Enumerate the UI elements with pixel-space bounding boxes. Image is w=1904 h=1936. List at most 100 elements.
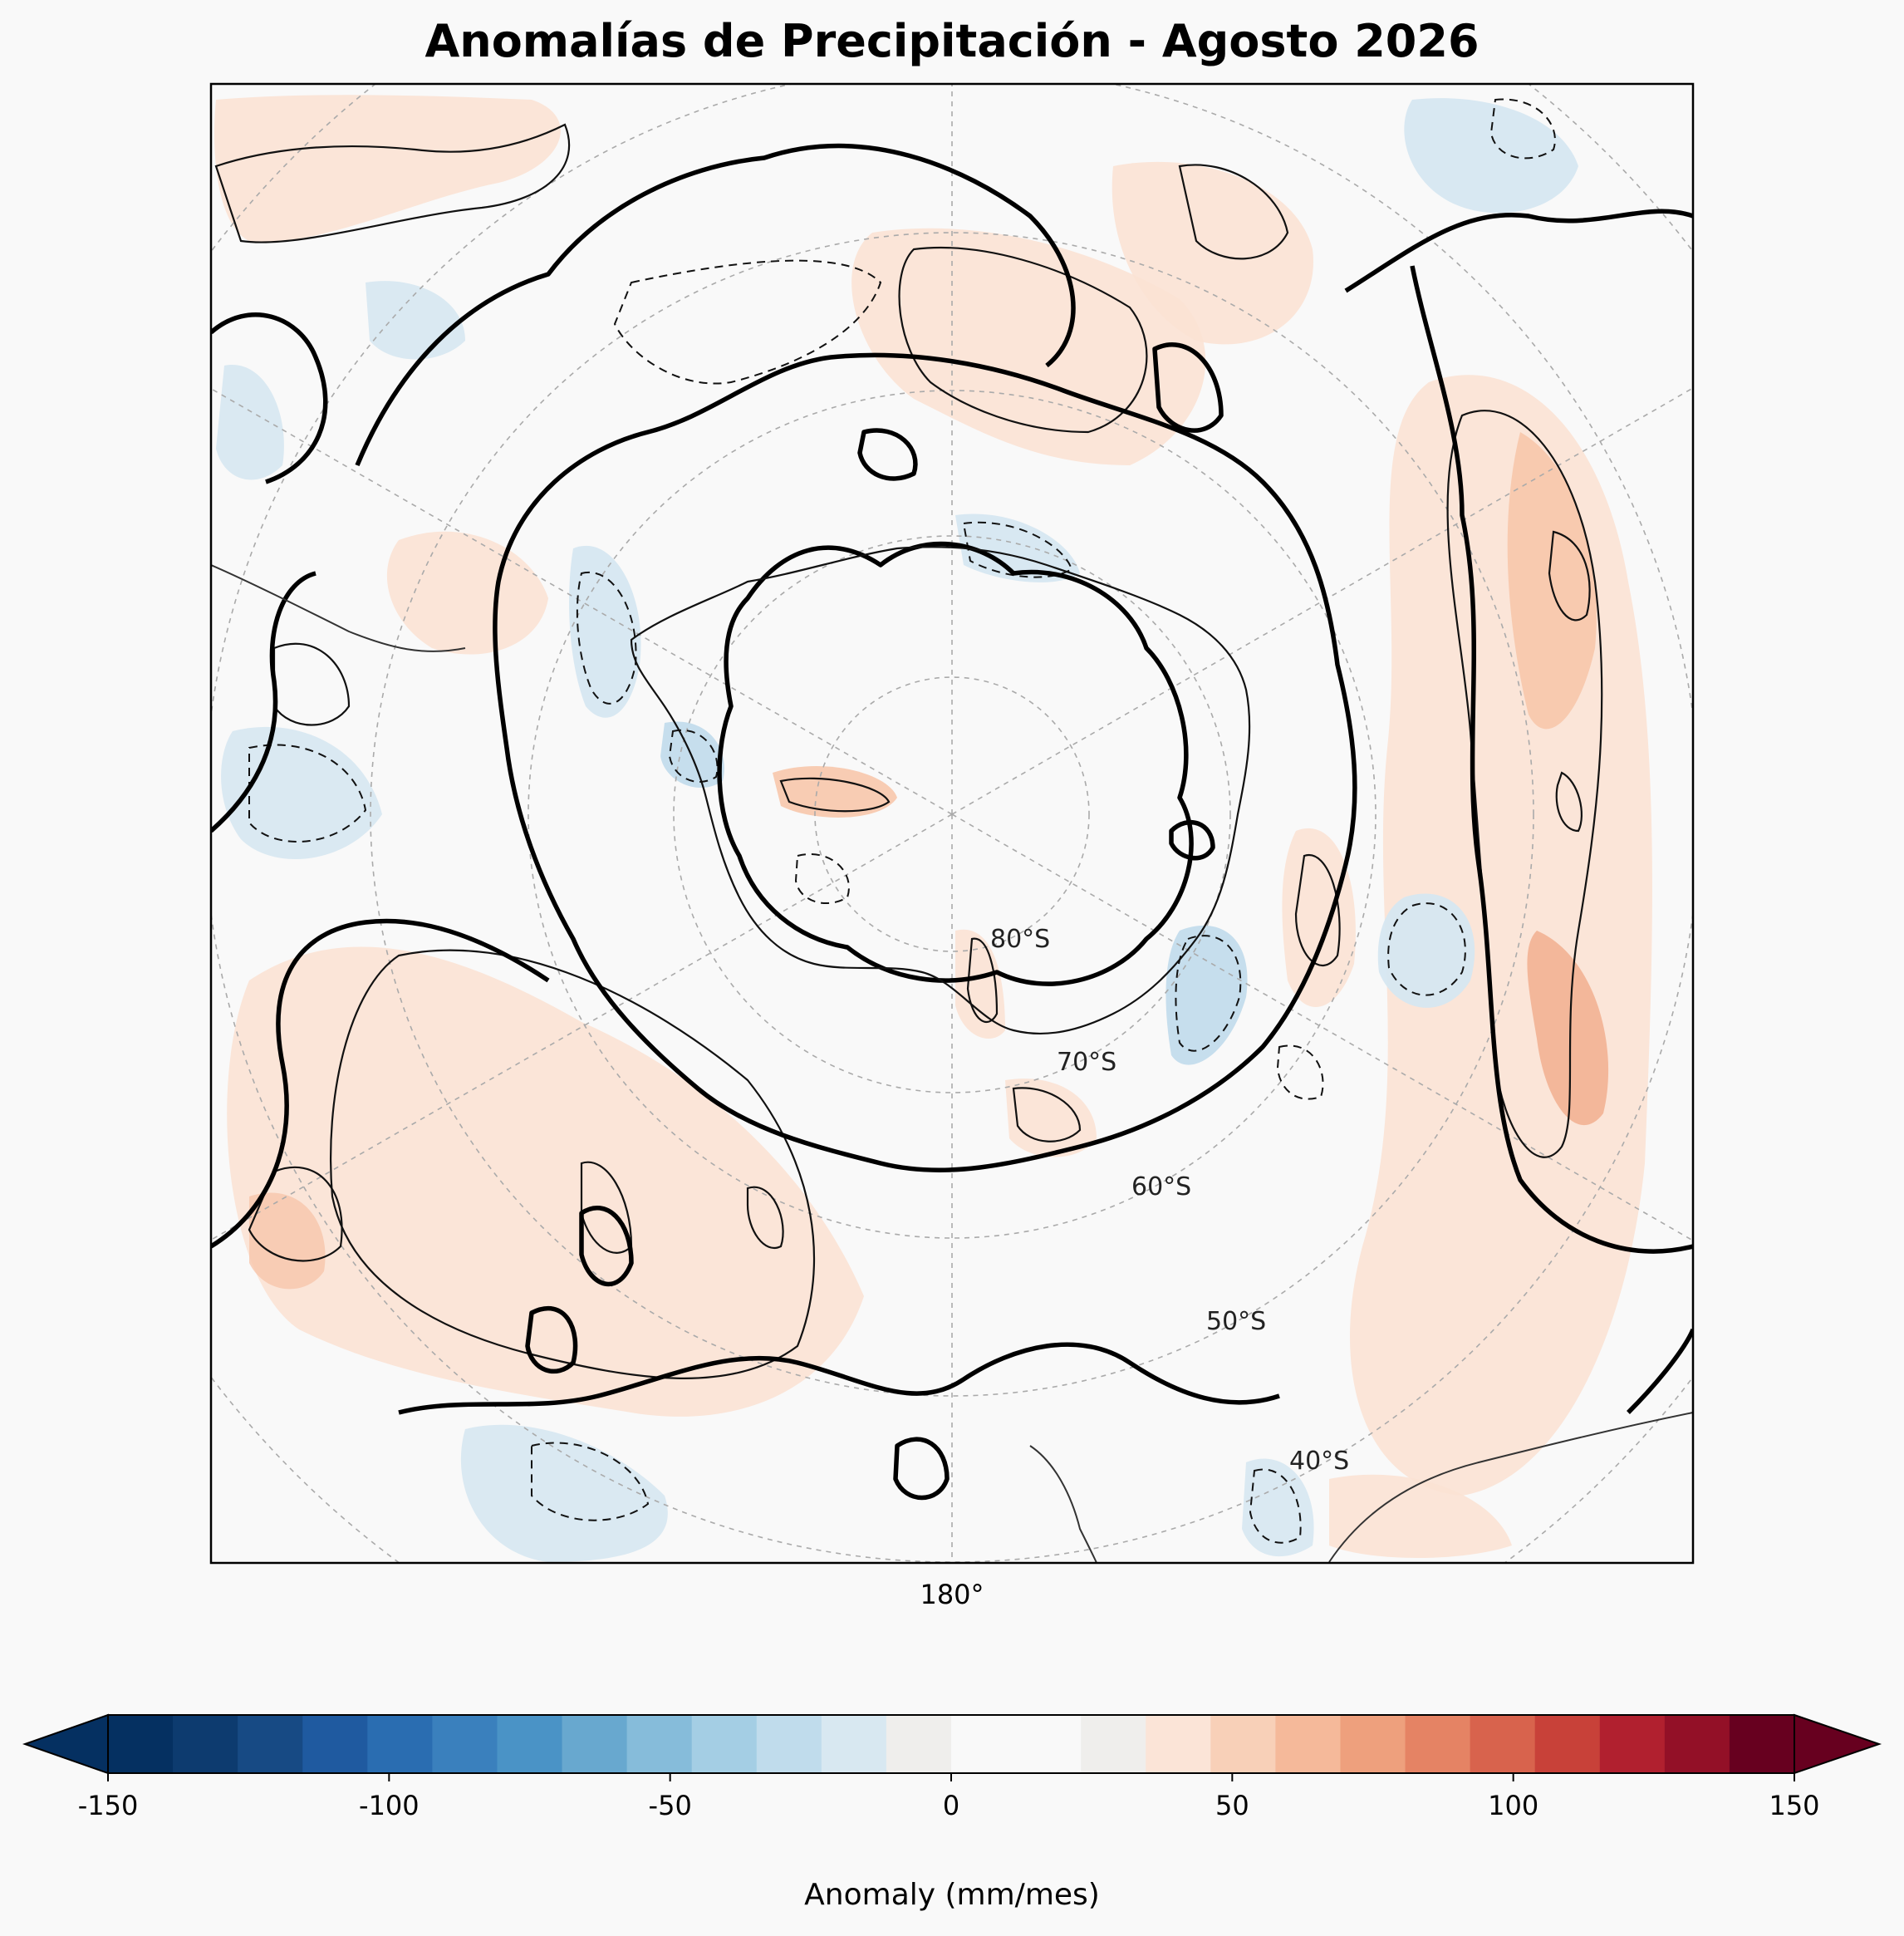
contour-positive xyxy=(779,777,891,813)
chart-title: Anomalías de Precipitación - Agosto 2026 xyxy=(424,15,1480,67)
colorbar-tick-label: 150 xyxy=(1769,1790,1819,1821)
contour-zero xyxy=(355,143,1076,467)
colorbar-tick-label: 0 xyxy=(943,1790,959,1821)
contour-positive xyxy=(248,1166,343,1262)
latitude-label-80s: 80°S xyxy=(990,925,1050,954)
colorbar: -150 -100 -50 0 50 100 150 Anomaly (mm/mes) xyxy=(22,1713,1882,1912)
contour-negative xyxy=(1387,902,1466,996)
colorbar-label: Anomaly (mm/mes) xyxy=(804,1878,1100,1912)
colorbar-cell xyxy=(1664,1715,1730,1773)
contour-negative xyxy=(531,1442,650,1521)
contour-zero xyxy=(1152,342,1224,433)
map-frame xyxy=(209,82,1695,1565)
colorbar-cell xyxy=(1405,1715,1471,1773)
contour-positive xyxy=(966,937,999,1023)
latitude-circle-70s xyxy=(673,535,1231,1093)
colorbar-cell xyxy=(951,1715,1017,1773)
meridian-label-180: 180° xyxy=(920,1579,984,1610)
anomaly-patch-negative xyxy=(1377,893,1475,1008)
contour-positive xyxy=(1446,410,1603,1158)
colorbar-cell xyxy=(886,1715,952,1773)
colorbar-cell xyxy=(302,1715,368,1773)
colorbar-tick-label: 50 xyxy=(1215,1790,1249,1821)
colorbar-cell xyxy=(756,1715,822,1773)
contour-zero xyxy=(211,571,317,833)
anomaly-patch-negative xyxy=(1404,98,1578,214)
colorbar-cell xyxy=(367,1715,433,1773)
colorbar-cell xyxy=(238,1715,303,1773)
anomaly-patch-negative xyxy=(1165,925,1248,1065)
contour-negative xyxy=(1489,98,1556,160)
contour-zero xyxy=(211,312,328,484)
contour-negative xyxy=(668,729,719,783)
latitude-circle-80s xyxy=(814,676,1090,952)
colorbar-cell xyxy=(691,1715,758,1773)
colorbar-cell xyxy=(1210,1715,1276,1773)
contour-zero xyxy=(857,428,918,481)
antarctica-coastline xyxy=(630,546,1251,1035)
colorbar-cell xyxy=(1534,1715,1601,1773)
zero-contours xyxy=(211,143,1693,1501)
colorbar-cell xyxy=(173,1715,238,1773)
latitude-label-40s: 40°S xyxy=(1289,1447,1349,1476)
latitude-label-50s: 50°S xyxy=(1206,1307,1266,1336)
contour-positive xyxy=(1555,771,1583,833)
contour-zero xyxy=(1344,209,1693,293)
latitude-circle-50s xyxy=(370,232,1534,1397)
anomaly-patch-negative xyxy=(1242,1458,1314,1557)
anomaly-patch-positive xyxy=(851,228,1206,465)
new-zealand-coastline xyxy=(1029,1445,1097,1563)
contour-zero xyxy=(893,1437,950,1501)
contour-negative xyxy=(576,571,637,705)
contour-negative xyxy=(1175,935,1242,1052)
anomaly-patch-positive xyxy=(214,95,561,243)
contour-positive xyxy=(898,246,1148,434)
colorbar-cells xyxy=(108,1715,1795,1773)
colorbar-cell xyxy=(432,1715,498,1773)
contour-zero xyxy=(579,1206,634,1287)
anomaly-patch-positive xyxy=(955,929,1005,1039)
colorbar-cell xyxy=(1729,1715,1795,1773)
colorbar-tick-label: -100 xyxy=(359,1790,420,1821)
anomaly-patch-positive xyxy=(1005,1079,1097,1157)
positive-contours xyxy=(214,123,1603,1379)
colorbar-cell xyxy=(1599,1715,1666,1773)
australia-coastline xyxy=(1328,1412,1693,1563)
anomaly-patch-negative xyxy=(216,365,284,480)
contour-zero xyxy=(525,1305,578,1373)
colorbar-tick-label: -50 xyxy=(649,1790,692,1821)
contour-negative xyxy=(613,259,882,385)
colorbar-cell xyxy=(562,1715,628,1773)
anomaly-patch-positive xyxy=(249,1192,326,1290)
contour-negative xyxy=(248,744,367,843)
anomaly-patch-negative xyxy=(460,1424,668,1562)
colorbar-tick-label: 100 xyxy=(1488,1790,1538,1821)
colorbar-cell xyxy=(108,1715,174,1773)
contour-zero xyxy=(211,918,550,1249)
latitude-label-70s: 70°S xyxy=(1057,1048,1116,1077)
contour-negative xyxy=(1249,1468,1302,1544)
contour-positive xyxy=(1178,164,1289,260)
colorbar-cell xyxy=(497,1715,563,1773)
anomaly-patch-negative xyxy=(221,726,382,859)
contour-zero xyxy=(1169,820,1215,861)
contour-zero xyxy=(1410,265,1693,1254)
contour-positive xyxy=(1012,1087,1082,1142)
contour-positive xyxy=(330,949,816,1379)
anomaly-patch-negative xyxy=(569,545,641,718)
contour-positive xyxy=(1294,853,1341,966)
colorbar-cell xyxy=(1016,1715,1082,1773)
colorbar-cell xyxy=(1340,1715,1406,1773)
colorbar-cell xyxy=(1470,1715,1536,1773)
anomaly-patch-positive xyxy=(1282,828,1356,1008)
contour-positive xyxy=(272,642,351,726)
anomaly-patch-positive xyxy=(1527,931,1609,1126)
contour-zero xyxy=(493,352,1357,1173)
anomaly-patch-positive xyxy=(1329,1474,1512,1558)
colorbar-cell xyxy=(1081,1715,1146,1773)
anomaly-patch-positive xyxy=(227,946,864,1417)
